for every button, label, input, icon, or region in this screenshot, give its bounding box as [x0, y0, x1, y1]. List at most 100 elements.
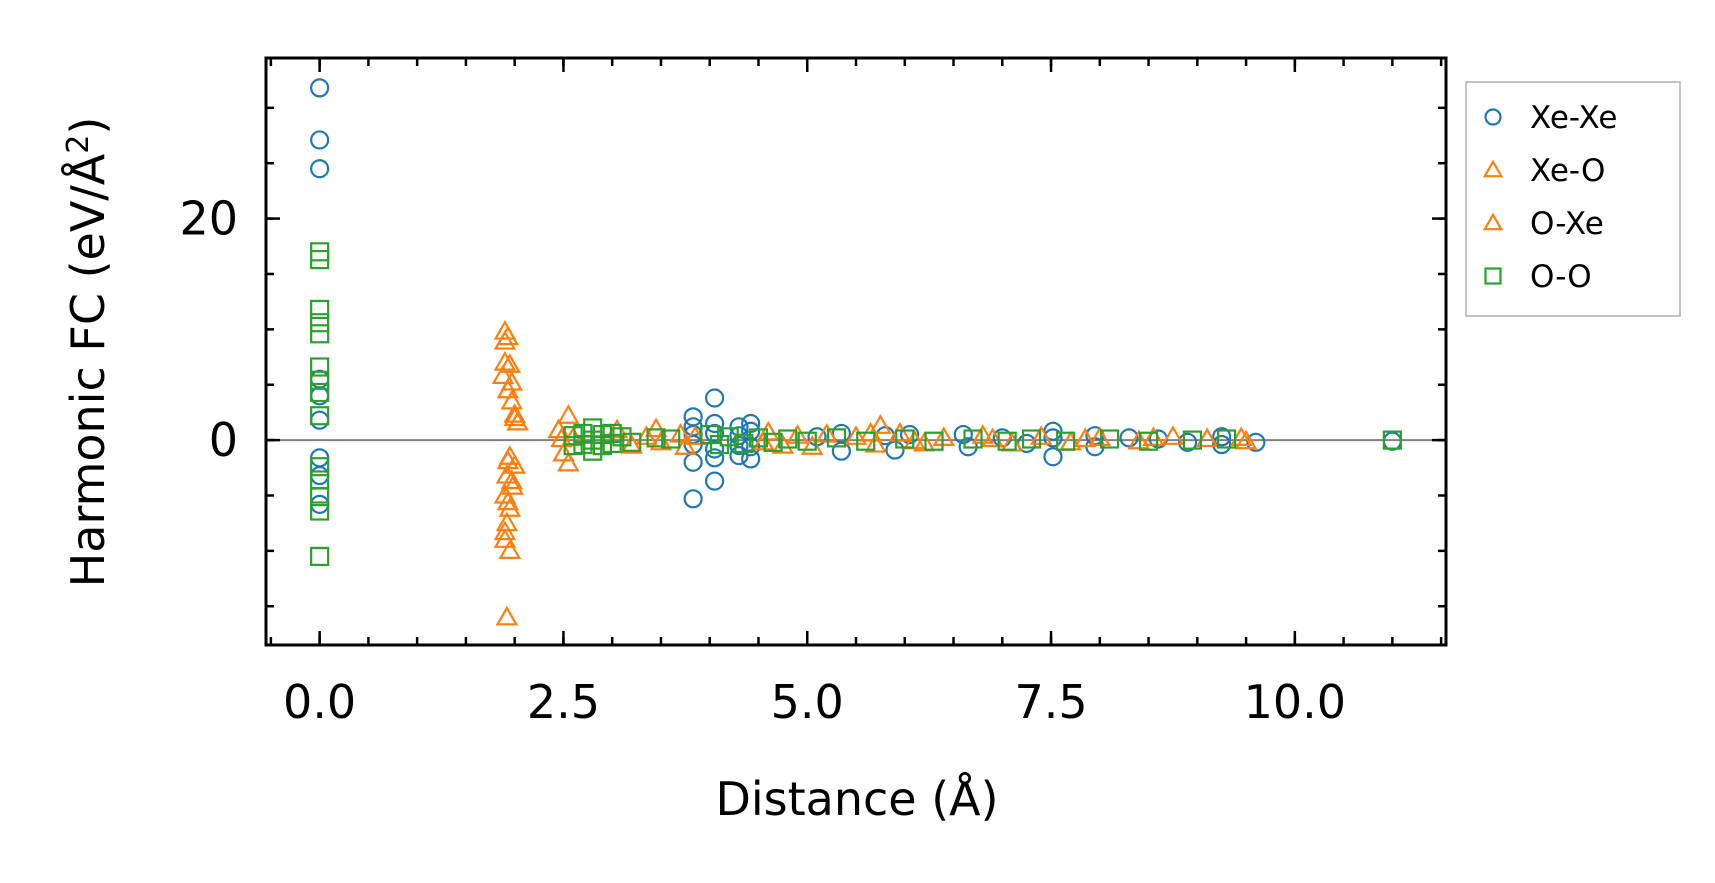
data-point: [1216, 429, 1237, 449]
data-point: [844, 425, 868, 445]
data-point: [583, 441, 603, 461]
data-point: [310, 486, 330, 507]
data-point: [1043, 428, 1063, 448]
legend-label-xe-o: Xe-O: [1530, 153, 1605, 189]
data-point: [981, 427, 1004, 448]
data-point: [1246, 432, 1266, 452]
data-point: [1099, 429, 1120, 449]
data-point: [501, 475, 524, 495]
data-point: [495, 511, 519, 532]
data-point: [704, 413, 725, 434]
data-point: [895, 429, 915, 449]
data-point: [495, 605, 519, 626]
data-point: [602, 433, 622, 454]
data-point: [503, 454, 526, 474]
data-point: [583, 430, 603, 450]
data-point: [669, 422, 692, 443]
data-point: [310, 370, 330, 390]
legend-marker-o-o: [1484, 267, 1502, 285]
data-point: [310, 159, 330, 179]
data-point: [602, 423, 622, 444]
data-point: [729, 446, 749, 466]
legend-label-xe-xe: Xe-Xe: [1530, 100, 1617, 136]
data-point: [1127, 429, 1151, 450]
legend: Xe-Xe Xe-O O-Xe O-O: [1465, 81, 1681, 317]
data-point: [748, 428, 769, 448]
data-point: [924, 431, 944, 451]
legend-marker-xe-xe: [1484, 108, 1502, 126]
data-point: [547, 418, 570, 439]
legend-label-o-o: O-O: [1530, 259, 1592, 295]
legend-frame: [1465, 81, 1681, 317]
data-point: [573, 434, 593, 455]
data-point: [683, 489, 703, 509]
y-axis-label-suffix: ): [61, 117, 115, 135]
data-point: [310, 357, 330, 377]
data-point: [622, 432, 642, 452]
legend-marker-xe-o: [1482, 159, 1504, 178]
data-point: [864, 432, 887, 453]
data-point: [826, 428, 847, 448]
data-point: [1043, 447, 1063, 467]
data-point: [683, 425, 707, 445]
data-point: [778, 429, 798, 449]
data-point: [932, 426, 956, 447]
plot-frame: [264, 56, 1448, 647]
data-point: [644, 417, 668, 438]
data-point: [1212, 427, 1232, 447]
data-point: [310, 501, 330, 521]
data-point: [963, 429, 983, 449]
data-point: [903, 429, 926, 450]
data-point: [900, 424, 920, 445]
y-tick-label: 0: [209, 413, 238, 467]
data-point: [310, 249, 330, 270]
data-point: [885, 440, 905, 460]
data-point: [797, 431, 817, 451]
data-point: [1021, 429, 1042, 449]
data-point: [1119, 428, 1139, 448]
data-point: [971, 424, 995, 444]
data-point: [1030, 425, 1053, 445]
data-point: [493, 520, 517, 541]
x-tick-label: 7.5: [1014, 675, 1087, 729]
x-tick-label: 0.0: [283, 675, 356, 729]
data-point: [310, 313, 330, 333]
data-point: [646, 428, 666, 448]
data-point: [1382, 431, 1402, 451]
data-point: [704, 388, 725, 408]
data-point: [310, 406, 330, 426]
legend-label-o-xe: O-Xe: [1530, 206, 1604, 242]
data-point: [491, 364, 515, 384]
data-point: [674, 435, 697, 455]
axis-ticks: [266, 58, 1446, 645]
x-tick-label: 10.0: [1244, 675, 1346, 729]
data-point: [719, 427, 739, 447]
data-points-layer: [310, 78, 1402, 626]
data-point: [573, 423, 593, 444]
data-point: [496, 490, 520, 511]
data-point: [704, 471, 725, 491]
data-point: [557, 451, 580, 472]
data-point: [310, 546, 330, 566]
data-point: [763, 432, 783, 452]
data-point: [498, 353, 522, 373]
data-point: [1088, 426, 1112, 447]
data-point: [493, 351, 517, 371]
y-axis-label: Harmonic FC (eV/Å2): [61, 117, 115, 588]
x-tick-label: 5.0: [771, 675, 844, 729]
data-point: [310, 410, 330, 430]
data-point: [683, 407, 703, 427]
data-point: [500, 389, 523, 410]
data-point: [503, 403, 526, 423]
data-point: [495, 463, 519, 484]
data-point: [310, 299, 330, 320]
data-point: [1182, 430, 1203, 450]
data-point: [496, 325, 520, 346]
data-point: [1161, 425, 1185, 445]
data-point: [496, 449, 520, 470]
x-axis-label: Distance (Å): [715, 772, 998, 826]
data-point: [997, 431, 1017, 451]
data-point: [310, 78, 330, 98]
data-point: [1056, 431, 1076, 451]
